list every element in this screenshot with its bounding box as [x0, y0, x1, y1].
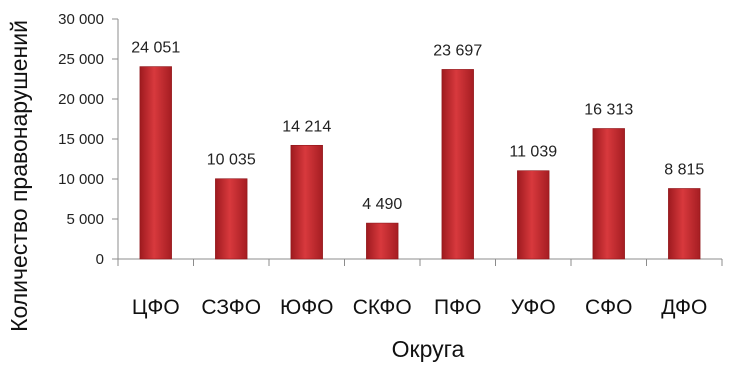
data-label: 4 490	[362, 196, 402, 213]
bar-6	[517, 170, 550, 260]
data-label: 11 039	[509, 144, 557, 161]
data-label: 8 815	[664, 161, 704, 178]
bar-1	[139, 66, 172, 260]
bar-8	[668, 188, 701, 260]
x-tick-label: ЮФО	[280, 296, 334, 319]
data-label: 23 697	[433, 42, 482, 59]
x-tick-label: УФО	[511, 296, 556, 319]
y-tick-label: 30 000	[58, 11, 104, 28]
data-label: 10 035	[207, 152, 256, 169]
y-axis-title: Количество правонарушений	[6, 20, 32, 332]
x-tick-label: ДФО	[661, 296, 707, 319]
bar-5	[441, 69, 474, 260]
x-tick-label: ПФО	[434, 296, 481, 319]
y-tick-label: 10 000	[58, 171, 104, 188]
bars	[139, 66, 701, 260]
y-tick-label: 25 000	[58, 51, 104, 68]
data-label: 14 214	[282, 118, 331, 135]
y-tick-label: 20 000	[58, 91, 104, 108]
y-tick-label: 0	[96, 251, 104, 268]
data-label: 24 051	[131, 40, 180, 57]
x-tick-label: ЦФО	[132, 296, 180, 319]
y-tick-label: 5 000	[66, 211, 104, 228]
data-label: 16 313	[584, 101, 633, 118]
data-labels: 24 051 10 035 14 214 4 490 23 697 11 039 16 31…	[131, 40, 704, 213]
y-tick-label: 15 000	[58, 131, 104, 148]
bar-3	[290, 144, 323, 260]
x-tick-label: СФО	[585, 296, 632, 319]
y-axis: 0 5 000 10 000 15 000 20 000 25 000 30 000	[58, 11, 119, 268]
bar-7	[592, 128, 625, 260]
x-axis-title: Округа	[392, 336, 465, 362]
bar-2	[215, 178, 248, 260]
x-axis: ЦФО СЗФО ЮФО СКФО ПФО УФО СФО ДФО	[117, 258, 723, 319]
x-tick-label: СЗФО	[201, 296, 261, 319]
bar-4	[366, 222, 399, 260]
x-tick-label: СКФО	[353, 296, 412, 319]
